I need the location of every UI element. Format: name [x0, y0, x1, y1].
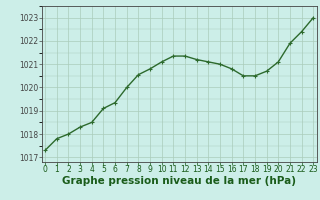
X-axis label: Graphe pression niveau de la mer (hPa): Graphe pression niveau de la mer (hPa) — [62, 176, 296, 186]
